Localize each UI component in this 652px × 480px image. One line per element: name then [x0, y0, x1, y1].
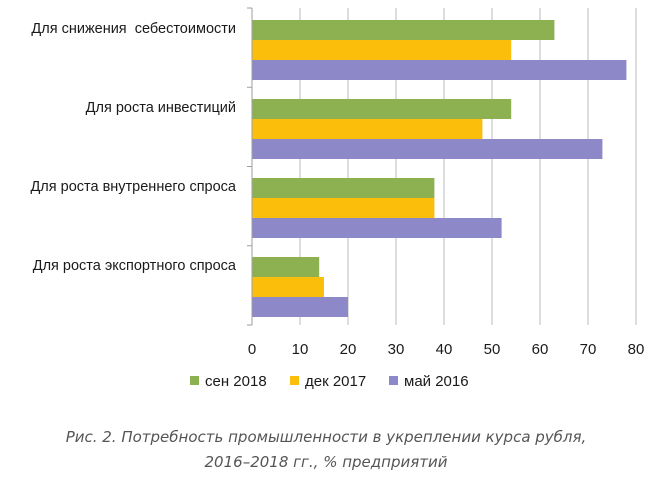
- bar-1-2: [252, 99, 512, 119]
- bar-1-3: [252, 178, 435, 198]
- bar-2-3: [252, 198, 435, 218]
- x-tick-label-20: 20: [340, 341, 357, 358]
- legend-label-2: дек 2017: [305, 373, 366, 390]
- figure-caption-line-2: 2016–2018 гг., % предприятий: [204, 453, 448, 471]
- x-tick-label-0: 0: [248, 341, 256, 358]
- bar-3-3: [252, 218, 502, 238]
- category-label-1: Для снижения себестоимости: [31, 21, 236, 37]
- legend-label-3: май 2016: [404, 373, 469, 390]
- legend-label-1: сен 2018: [205, 373, 267, 390]
- legend-swatch-3: [389, 376, 398, 385]
- category-label-3: Для роста внутреннего спроса: [30, 179, 236, 195]
- legend-swatch-1: [190, 376, 199, 385]
- x-tick-label-70: 70: [580, 341, 597, 358]
- category-label-2: Для роста инвестиций: [86, 100, 236, 116]
- bar-2-2: [252, 119, 483, 139]
- x-tick-label-50: 50: [484, 341, 501, 358]
- bar-1-4: [252, 257, 320, 277]
- bar-3-4: [252, 297, 348, 317]
- category-label-4: Для роста экспортного спроса: [33, 258, 237, 274]
- bar-1-1: [252, 20, 555, 40]
- bar-3-1: [252, 60, 627, 80]
- legend-swatch-2: [290, 376, 299, 385]
- x-tick-label-80: 80: [628, 341, 645, 358]
- axes: 0 10 20 30 40 50 60 70 80 Для снижения себестоимо…: [30, 7, 645, 358]
- x-tick-label-60: 60: [532, 341, 549, 358]
- bar-2-1: [252, 40, 512, 60]
- x-tick-label-30: 30: [388, 341, 405, 358]
- figure-caption-line-1: Рис. 2. Потребность промышленности в укр…: [65, 428, 587, 446]
- x-tick-label-10: 10: [292, 341, 309, 358]
- bar-3-2: [252, 139, 603, 159]
- legend: сен 2018 дек 2017 май 2016: [190, 373, 469, 390]
- bar-chart: 0 10 20 30 40 50 60 70 80 Для снижения себестоимо…: [30, 7, 645, 390]
- bars: [252, 20, 627, 317]
- x-tick-label-40: 40: [436, 341, 453, 358]
- bar-2-4: [252, 277, 324, 297]
